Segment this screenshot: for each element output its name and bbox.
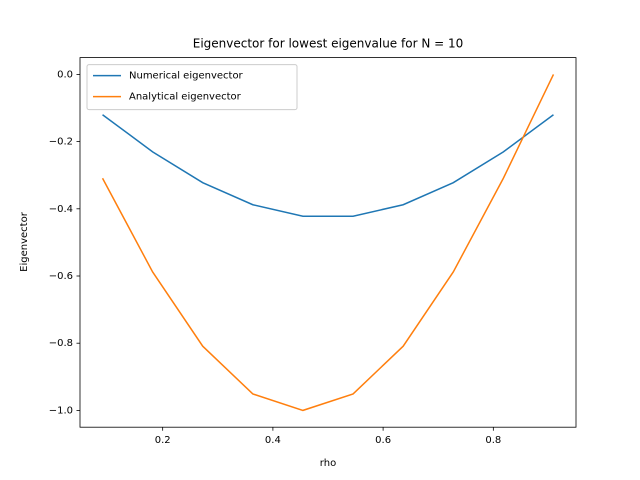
series-line <box>102 114 554 217</box>
legend-label: Analytical eigenvector <box>129 92 242 103</box>
x-tick-label: 0.8 <box>485 435 501 446</box>
x-axis-label: rho <box>320 458 336 469</box>
y-tick-label: −1.0 <box>49 405 73 416</box>
series-line <box>101 74 555 412</box>
plot-frame <box>79 57 577 428</box>
y-tick-label: −0.6 <box>49 271 73 282</box>
y-tick-label: 0.0 <box>57 69 73 80</box>
legend-box <box>86 64 298 111</box>
y-tick-label: −0.8 <box>49 338 73 349</box>
chart-title: Eigenvector for lowest eigenvalue for N … <box>193 37 464 51</box>
x-tick-label: 0.4 <box>265 435 281 446</box>
legend-label: Numerical eigenvector <box>129 71 244 82</box>
y-tick-label: −0.4 <box>49 204 73 215</box>
y-tick-label: −0.2 <box>49 137 73 148</box>
x-tick-label: 0.2 <box>155 435 171 446</box>
y-axis-label: Eigenvector <box>19 211 30 272</box>
x-tick-label: 0.6 <box>375 435 391 446</box>
